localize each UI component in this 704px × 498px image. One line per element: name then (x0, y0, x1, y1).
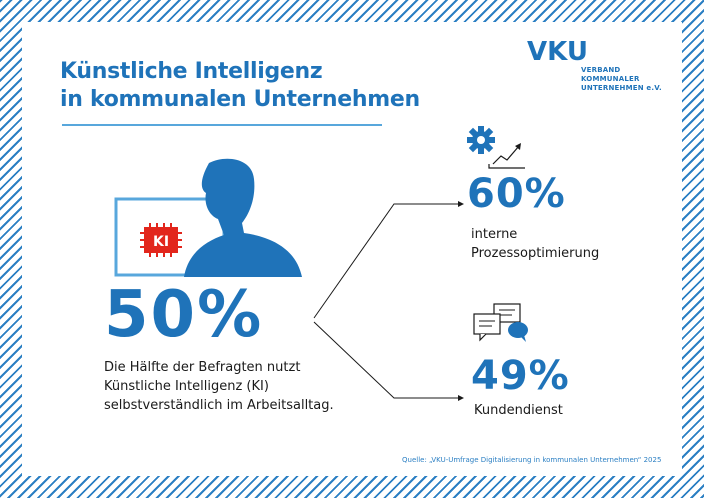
stat-1-percentage: 60% (467, 171, 566, 217)
logo-wordmark: VKU (527, 37, 588, 67)
connector-arrows (313, 201, 464, 401)
title-divider (62, 124, 382, 126)
ki-badge-label: KI (153, 234, 169, 250)
chat-bubbles-icon (473, 303, 528, 342)
main-percentage: 50% (104, 278, 264, 352)
source-citation: Quelle: „VKU-Umfrage Digitalisierung in … (402, 456, 662, 464)
stat-1-label-line-1: interne (471, 227, 518, 242)
logo-subtitle: VERBAND KOMMUNALER UNTERNEHMEN e.V. (581, 66, 667, 93)
arrow-to-stat-2 (313, 321, 458, 399)
main-description: Die Hälfte der Befragten nutzt Künstlich… (104, 358, 374, 415)
stat-1-label: interne Prozessoptimierung (471, 225, 599, 263)
stat-2-label: Kundendienst (474, 401, 563, 420)
logo-sub-line-2: UNTERNEHMEN e.V. (581, 84, 662, 92)
stat-2-percentage: 49% (471, 353, 570, 399)
arrow-to-stat-1 (313, 203, 458, 319)
vku-logo: VKU VERBAND KOMMUNALER UNTERNEHMEN e.V. (527, 38, 667, 93)
infographic-card: Künstliche Intelligenz in kommunalen Unt… (22, 22, 682, 476)
ki-chip-icon: KI (140, 223, 182, 257)
stat-1-label-line-2: Prozessoptimierung (471, 246, 600, 261)
person-laptop-illustration: KI (114, 158, 302, 277)
description-line-1: Die Hälfte der Befragten nutzt (104, 360, 301, 375)
title-line-1: Künstliche Intelligenz (60, 59, 323, 84)
page-title: Künstliche Intelligenz in kommunalen Unt… (60, 58, 420, 114)
stat-2-label-line-1: Kundendienst (474, 403, 563, 418)
title-line-2: in kommunalen Unternehmen (60, 87, 420, 112)
description-line-3: selbstverständlich im Arbeitsalltag. (104, 398, 334, 413)
person-silhouette (184, 158, 302, 277)
gear-chart-icon (467, 126, 525, 169)
logo-sub-line-1: VERBAND KOMMUNALER (581, 66, 640, 83)
description-line-2: Künstliche Intelligenz (KI) (104, 379, 269, 394)
